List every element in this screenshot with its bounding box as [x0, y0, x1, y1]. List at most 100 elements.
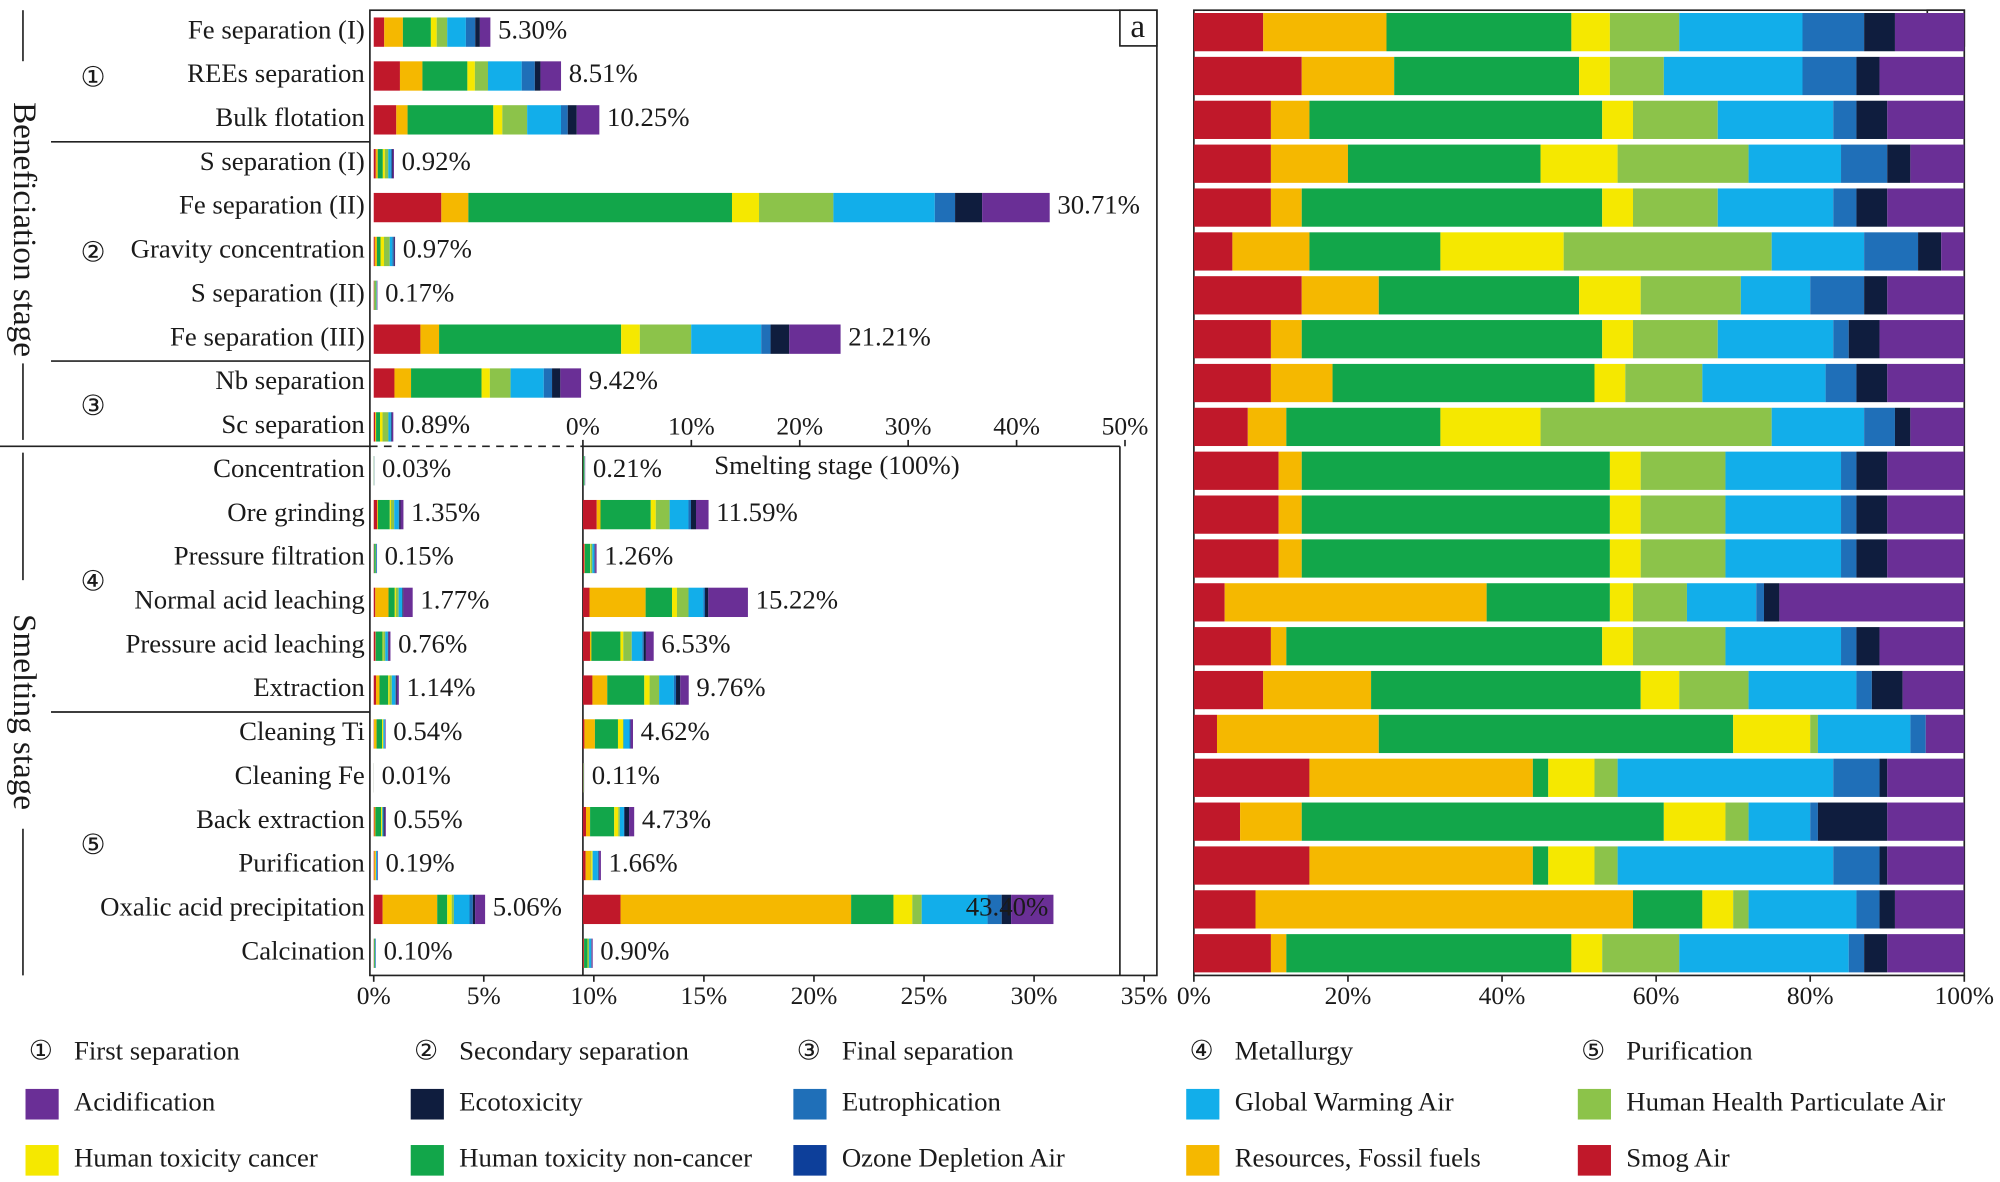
bar-segment [382, 631, 384, 661]
bar-segment [373, 675, 376, 705]
total-label: 1.66% [609, 848, 678, 878]
bar-segment [1278, 539, 1302, 578]
bar-segment [1825, 363, 1857, 403]
inset-title: Smelting stage (100%) [714, 450, 959, 480]
total-label: 0.15% [385, 541, 454, 571]
bar-segment [384, 806, 386, 837]
bar-segment [1625, 363, 1703, 403]
bar-segment [376, 850, 378, 881]
bar-segment [1216, 714, 1379, 754]
bar-segment [377, 499, 390, 530]
row-label: Back extraction [196, 804, 365, 834]
bar-segment [373, 412, 376, 442]
bar-segment [1609, 583, 1634, 622]
bar-segment [1001, 894, 1012, 925]
bar-segment [373, 499, 377, 530]
bar-segment [1193, 539, 1279, 578]
bar-segment [384, 149, 389, 179]
bar-segment [527, 105, 561, 135]
bar-segment [373, 368, 395, 398]
bar-segment [584, 719, 595, 749]
bar-segment [398, 587, 403, 618]
bar-segment [493, 105, 503, 135]
legend-label: Human Health Particulate Air [1626, 1086, 1945, 1116]
bar-segment [982, 192, 1050, 223]
total-label: 0.01% [382, 760, 451, 790]
legend-swatch [1577, 1145, 1611, 1176]
bar-segment [590, 543, 591, 574]
bar-segment [624, 806, 630, 837]
bar-segment [619, 806, 624, 837]
bar-segment [373, 192, 442, 223]
stage-label: Beneficiation stage [6, 102, 43, 357]
bar-segment [447, 17, 466, 47]
bar-segment [441, 192, 469, 223]
bar-segment [447, 894, 452, 925]
bar-segment [389, 236, 393, 267]
bar-segment [1633, 627, 1726, 666]
bar-segment [373, 806, 375, 837]
bar-segment [390, 412, 392, 442]
bar-segment [468, 192, 732, 223]
bar-segment [375, 149, 378, 179]
bar-segment [1193, 100, 1271, 139]
bar-segment [597, 850, 599, 881]
bar-segment [392, 149, 394, 179]
bar-segment [560, 368, 582, 398]
bar-segment [1193, 495, 1279, 534]
bar-segment [1841, 627, 1857, 666]
bar-segment [374, 806, 376, 837]
bar-segment [1440, 232, 1564, 271]
bar-segment [392, 236, 394, 267]
bar-segment [1386, 13, 1572, 52]
bar-segment [582, 806, 586, 837]
x-tick-label: 40% [993, 411, 1040, 440]
bar-segment [399, 499, 401, 530]
bar-segment [1193, 407, 1248, 447]
total-label: 0.97% [403, 234, 472, 264]
x-tick-label: 10% [570, 981, 617, 1010]
bar-segment [1563, 232, 1772, 271]
bar-segment [582, 938, 584, 968]
bar-segment [1633, 100, 1718, 139]
total-label: 0.21% [593, 453, 662, 483]
bar-segment [1686, 583, 1757, 622]
total-label: 0.76% [398, 628, 467, 658]
bar-segment [543, 368, 553, 398]
bar-segment [1941, 232, 1965, 271]
bar-segment [1301, 539, 1610, 578]
bar-segment [1263, 13, 1387, 52]
bar-segment [1594, 363, 1626, 403]
bar-segment [521, 61, 535, 91]
bar-segment [1748, 802, 1811, 841]
bar-segment [1894, 13, 1965, 52]
bar-segment [534, 61, 541, 91]
bar-segment [489, 368, 511, 398]
bar-segment [1725, 627, 1842, 666]
total-label: 0.10% [384, 935, 453, 965]
bar-segment [921, 894, 988, 925]
bar-segment [388, 631, 391, 661]
x-tick-label: 30% [1011, 981, 1058, 1010]
bar-segment [1810, 802, 1818, 841]
bar-segment [1756, 583, 1764, 622]
bar-segment [395, 587, 399, 618]
bar-segment [1856, 451, 1888, 490]
legend-label: Human toxicity cancer [74, 1142, 318, 1172]
group-symbol: ④ [81, 567, 106, 598]
bar-segment [1609, 495, 1641, 534]
bar-segment [594, 719, 618, 749]
bar-segment [1725, 539, 1842, 578]
bar-segment [676, 587, 689, 618]
bar-segment [376, 719, 383, 749]
bar-segment [1748, 144, 1842, 183]
bar-segment [487, 61, 522, 91]
bar-segment [1193, 276, 1302, 315]
bar-segment [1301, 56, 1395, 96]
bar-segment [623, 631, 632, 661]
total-label: 4.73% [642, 804, 711, 834]
bar-segment [1633, 188, 1718, 227]
bar-segment [1679, 13, 1803, 52]
row-label: S separation (I) [200, 146, 365, 176]
